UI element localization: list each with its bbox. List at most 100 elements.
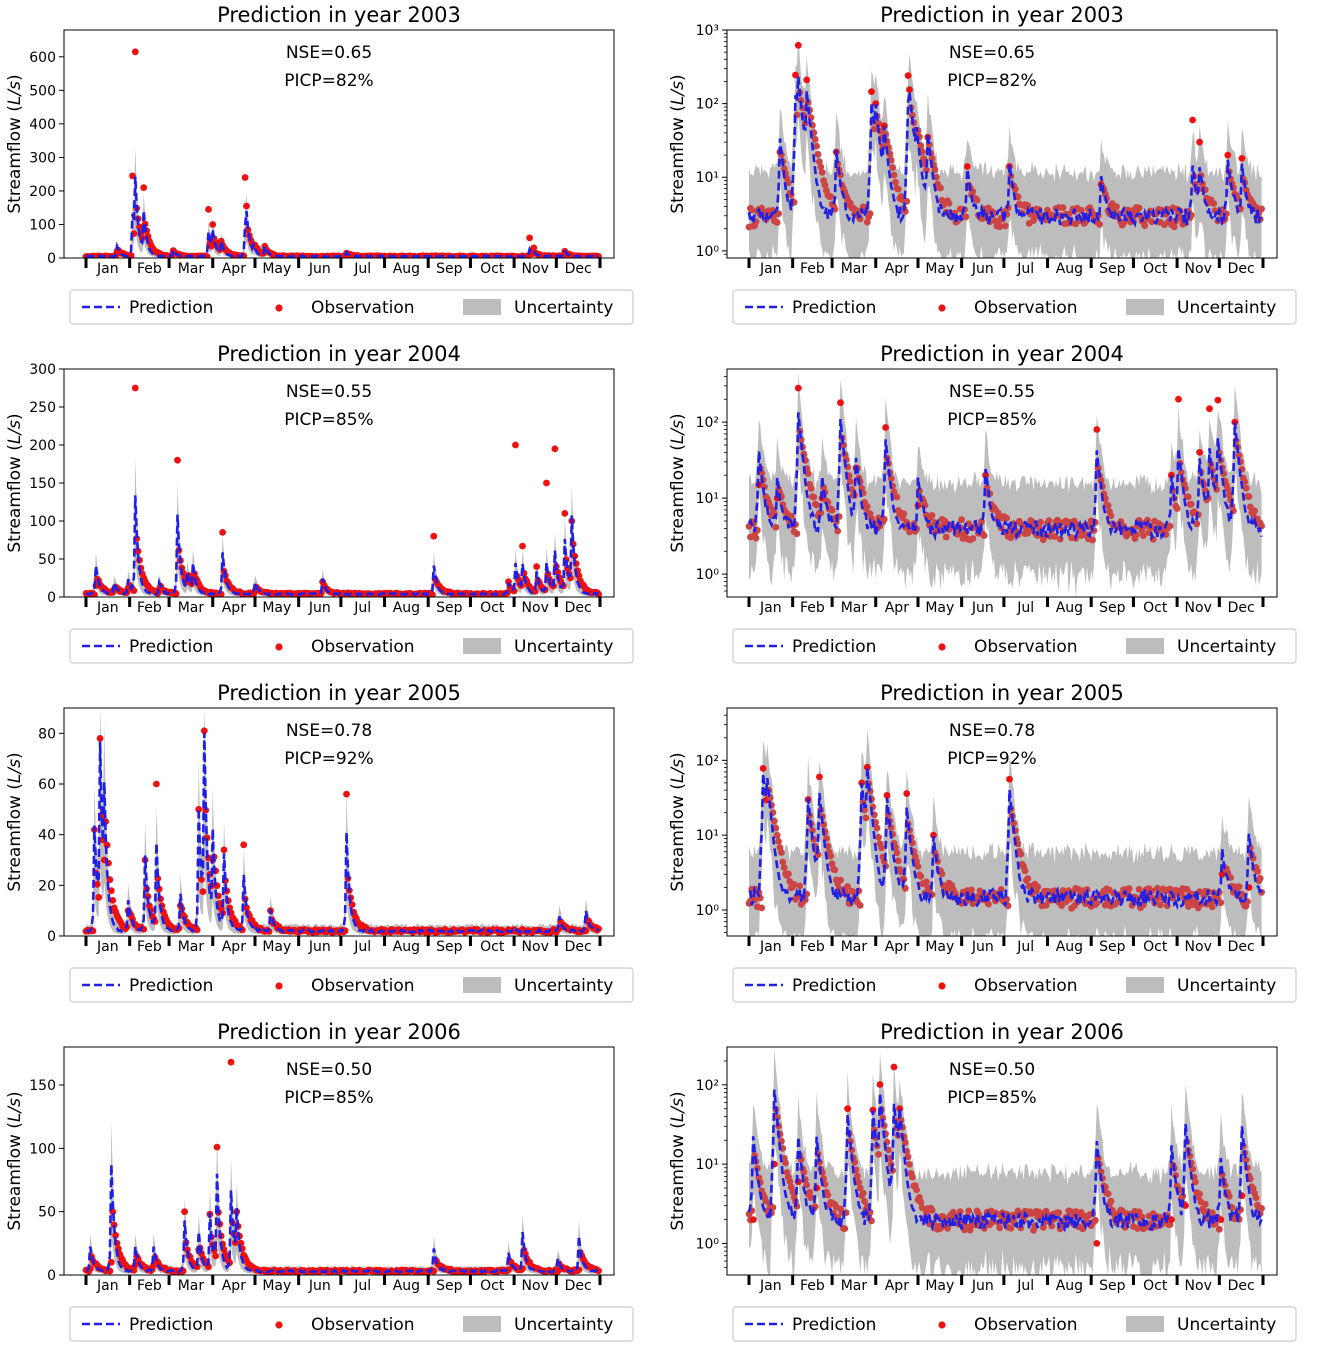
- observation-point: [807, 485, 815, 492]
- observation-point: [965, 1207, 973, 1215]
- observation-point: [1199, 180, 1206, 188]
- observation-point: [892, 844, 899, 851]
- observation-point: [1217, 899, 1225, 907]
- chart-title: Prediction in year 2003: [217, 3, 461, 27]
- y-axis-label-suffix: ): [5, 1091, 25, 1098]
- observation-point: [904, 1153, 912, 1161]
- x-tick-label-jun: Jun: [308, 939, 331, 955]
- x-tick-label-sep: Sep: [436, 1278, 463, 1294]
- legend-prediction-label: Prediction: [129, 298, 213, 318]
- observation-point: [928, 512, 936, 519]
- observation-point: [1024, 875, 1032, 882]
- observation-point: [184, 1246, 191, 1254]
- observation-point: [1177, 469, 1185, 476]
- legend: Prediction Observation Uncertainty: [732, 628, 1297, 664]
- observation-point: [932, 173, 940, 181]
- y-tick-label: 50: [38, 552, 56, 568]
- legend-uncertainty-swatch: [1126, 1316, 1164, 1332]
- observation-point: [868, 88, 875, 96]
- observation-point: [810, 493, 818, 501]
- x-tick-label-sep: Sep: [436, 261, 463, 277]
- y-axis-label-prefix: Streamflow (: [5, 105, 25, 214]
- observation-point: [920, 155, 927, 163]
- observation-point: [1242, 484, 1250, 492]
- y-axis-label: Streamflow (L/s): [668, 1091, 688, 1230]
- observation-point: [205, 206, 212, 213]
- observation-point: [1056, 535, 1064, 543]
- legend-observation-swatch: [938, 643, 946, 651]
- observation-point: [817, 509, 825, 517]
- y-axis-label-prefix: Streamflow (: [668, 1122, 688, 1231]
- observation-point: [1206, 405, 1213, 413]
- legend-box: [69, 628, 634, 664]
- observation-point: [876, 1081, 884, 1088]
- x-tick-label-dec: Dec: [1228, 939, 1255, 955]
- observation-point: [818, 168, 826, 176]
- x-tick-label-dec: Dec: [565, 939, 592, 955]
- y-tick-label: 80: [38, 726, 56, 742]
- observation-point: [923, 878, 930, 886]
- y-tick-label: 500: [29, 83, 56, 99]
- observation-point: [778, 849, 785, 856]
- observation-point: [917, 873, 925, 880]
- observation-point: [240, 841, 248, 849]
- x-tick-label-oct: Oct: [1143, 939, 1168, 955]
- observation-point: [1096, 221, 1103, 228]
- chart-panel-2003-linear: 0 100 200 300 400 500 600 Jan Feb Mar Apr May Jun Jul…: [0, 0, 662, 338]
- legend-uncertainty-swatch: [463, 638, 501, 654]
- plot-area: [82, 384, 602, 597]
- observation-point: [930, 831, 937, 839]
- x-tick-label-nov: Nov: [1185, 939, 1212, 955]
- x-tick-label-mar: Mar: [841, 600, 868, 616]
- x-tick-label-may: May: [262, 1278, 291, 1294]
- plot-area: [82, 48, 602, 258]
- observation-point: [543, 479, 550, 487]
- observation-point: [1083, 886, 1091, 893]
- observation-point: [1208, 1209, 1216, 1217]
- observation-point: [847, 1138, 854, 1145]
- y-axis-label-suffix: ): [668, 1091, 688, 1098]
- legend: Prediction Observation Uncertainty: [69, 628, 634, 664]
- observation-point: [996, 223, 1004, 231]
- plot-area: [745, 1048, 1265, 1275]
- picp-annotation: PICP=85%: [947, 1088, 1036, 1108]
- y-tick-label: 10²: [696, 415, 719, 431]
- observation-point: [785, 870, 792, 878]
- legend-observation-swatch: [275, 982, 283, 990]
- observation-point: [918, 1204, 926, 1212]
- x-tick-label-oct: Oct: [1143, 1278, 1168, 1294]
- observation-point: [883, 792, 891, 799]
- x-tick-label-jan: Jan: [96, 261, 119, 277]
- observation-point: [1170, 223, 1178, 231]
- nse-annotation: NSE=0.65: [949, 43, 1035, 63]
- observation-point: [861, 806, 868, 814]
- observation-point: [944, 1224, 951, 1232]
- observation-point: [227, 1058, 235, 1066]
- chart-title: Prediction in year 2005: [880, 681, 1124, 705]
- observation-point: [1225, 491, 1233, 499]
- observation-point: [844, 883, 851, 890]
- observation-point: [1196, 1190, 1203, 1198]
- observation-point: [1214, 396, 1222, 404]
- observation-point: [837, 876, 844, 884]
- y-tick-label: 200: [29, 438, 56, 454]
- observation-point: [1175, 395, 1182, 403]
- observation-point: [931, 166, 939, 174]
- observation-point: [134, 547, 142, 555]
- observation-point: [772, 824, 780, 832]
- x-tick-label-apr: Apr: [222, 1278, 246, 1294]
- prediction-line: [747, 76, 1263, 230]
- observation-point: [780, 864, 788, 871]
- observation-point: [1185, 493, 1192, 501]
- legend-observation-swatch: [275, 304, 283, 312]
- observation-point: [804, 470, 812, 477]
- observation-point: [95, 893, 103, 901]
- observation-point: [803, 76, 811, 84]
- legend-uncertainty-label: Uncertainty: [514, 1315, 613, 1335]
- x-tick-label-aug: Aug: [1056, 600, 1083, 616]
- uncertainty-band: [749, 37, 1262, 258]
- observation-point: [1196, 138, 1203, 146]
- observation-point: [923, 166, 930, 174]
- chart-panel-2005-log: 10⁰ 10¹ 10² Jan Feb Mar Apr May Jun Jul Aug Sep Oct N…: [663, 678, 1325, 1016]
- x-tick-label-mar: Mar: [178, 939, 205, 955]
